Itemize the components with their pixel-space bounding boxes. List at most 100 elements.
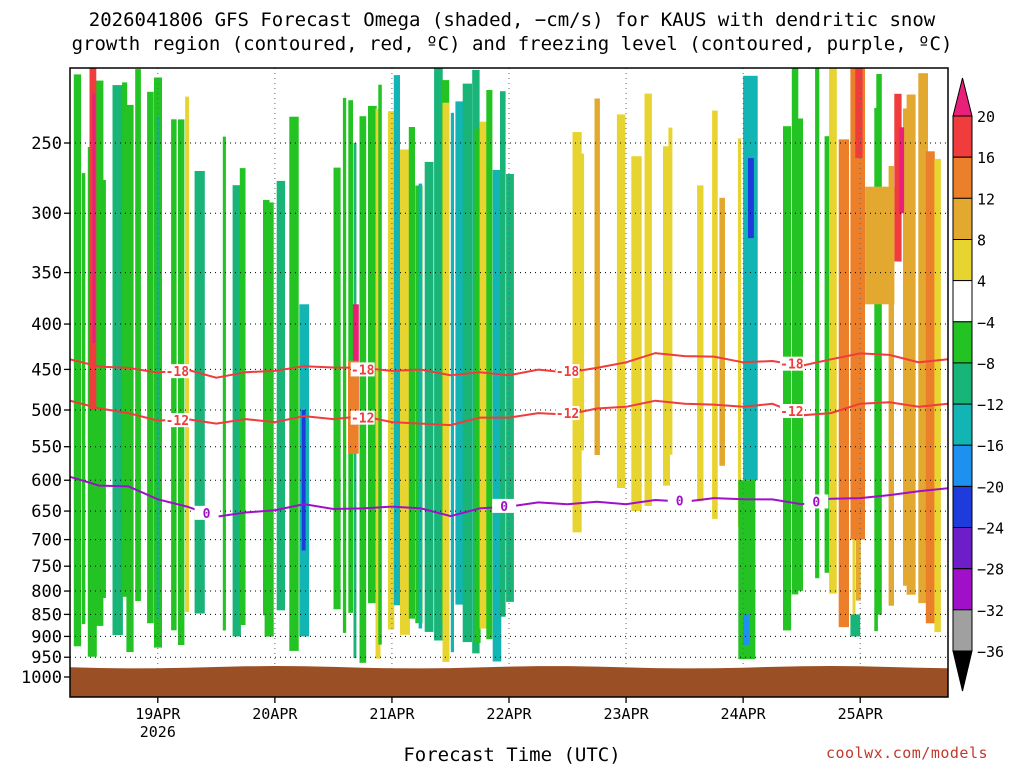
colorbar-swatch xyxy=(952,527,973,570)
omega-cell xyxy=(232,185,241,637)
colorbar-swatch xyxy=(952,197,973,241)
colorbar-swatch xyxy=(952,115,973,158)
colorbar-swatch xyxy=(952,280,973,323)
x-tick-label: 21APR xyxy=(369,705,415,723)
y-tick-label: 950 xyxy=(31,648,62,668)
omega-cell xyxy=(815,68,820,579)
omega-cell xyxy=(888,166,894,606)
contour-label: -18 xyxy=(780,358,804,373)
omega-cell xyxy=(102,179,106,598)
x-tick-label: 20APR xyxy=(252,705,298,723)
contour-label-bg xyxy=(555,406,580,421)
colorbar-swatch xyxy=(952,609,973,652)
omega-cell xyxy=(644,93,652,506)
y-tick-label: 900 xyxy=(31,627,62,647)
omega-cell xyxy=(455,101,465,605)
omega-cell xyxy=(333,167,341,610)
contour-label-bg xyxy=(492,498,517,513)
colorbar-swatch xyxy=(952,362,973,405)
omega-cell xyxy=(838,139,849,628)
omega-cell xyxy=(631,156,642,511)
omega-feature xyxy=(865,186,895,305)
colorbar-swatch xyxy=(952,485,973,529)
x-tick-sublabel: 2026 xyxy=(140,723,176,741)
omega-cell xyxy=(474,128,481,644)
colorbar-label: 20 xyxy=(977,108,995,126)
omega-cell xyxy=(194,171,205,614)
omega-cell xyxy=(663,146,670,486)
omega-cell xyxy=(264,202,274,637)
contour-label: -18 xyxy=(556,365,580,380)
omega-cell xyxy=(824,136,834,573)
x-tick-label: 22APR xyxy=(486,705,532,723)
omega-cell xyxy=(934,158,941,633)
omega-feature xyxy=(850,614,861,637)
omega-feature xyxy=(92,93,96,343)
ground-surface xyxy=(70,666,948,697)
omega-cell xyxy=(486,90,493,640)
omega-cell xyxy=(375,108,381,659)
omega-cell xyxy=(829,68,837,594)
omega-feature xyxy=(348,360,359,454)
x-axis-title: Forecast Time (UTC) xyxy=(403,744,621,766)
omega-cell xyxy=(492,169,502,662)
omega-feature xyxy=(743,614,750,645)
omega-colorbar: 20 16 12 8 4 −4 −8 −12 −16 −20 −24 −28 −32 −36 xyxy=(952,77,1004,692)
y-tick-label: 300 xyxy=(31,204,62,224)
omega-cell xyxy=(147,91,154,624)
omega-cell xyxy=(575,153,585,451)
omega-cell xyxy=(222,136,226,631)
omega-cell xyxy=(712,110,718,519)
omega-cell xyxy=(462,83,473,643)
omega-cell xyxy=(126,104,134,652)
omega-cell xyxy=(434,68,443,641)
x-tick-label: 19APR xyxy=(135,705,181,723)
omega-cell xyxy=(400,149,410,635)
omega-cell xyxy=(791,68,799,595)
omega-cell xyxy=(616,114,626,489)
y-tick-label: 500 xyxy=(31,401,62,421)
contour-label: -12 xyxy=(780,405,803,420)
colorbar-label: −24 xyxy=(977,520,1004,538)
credit-link[interactable]: coolwx.com/models xyxy=(826,744,989,762)
colorbar-label: −12 xyxy=(977,396,1004,414)
omega-cell xyxy=(737,138,742,527)
omega-cell xyxy=(442,102,450,662)
omega-cell xyxy=(594,98,600,455)
omega-feature xyxy=(850,68,865,540)
colorbar-label: −8 xyxy=(977,355,995,373)
omega-cell xyxy=(359,116,367,663)
colorbar-swatch xyxy=(952,321,973,364)
omega-cell xyxy=(668,127,673,455)
omega-cell xyxy=(289,116,299,651)
colorbar-swatch xyxy=(952,444,973,487)
omega-feature xyxy=(899,127,905,214)
y-tick-label: 1000 xyxy=(21,668,62,688)
omega-feature xyxy=(894,93,902,262)
omega-cell xyxy=(393,75,400,606)
colorbar-swatch xyxy=(952,403,973,446)
y-tick-label: 650 xyxy=(31,502,62,522)
colorbar-label: 8 xyxy=(977,231,986,249)
omega-cell xyxy=(479,121,489,629)
colorbar-top-triangle xyxy=(952,77,973,117)
contour-label-bg xyxy=(165,413,190,428)
contour-label: 0 xyxy=(676,494,684,509)
colorbar-label: −4 xyxy=(977,314,995,332)
omega-feature xyxy=(301,410,306,551)
omega-feature xyxy=(743,75,758,481)
omega-cell xyxy=(178,119,185,645)
y-tick-label: 400 xyxy=(31,315,62,335)
omega-cell xyxy=(925,151,935,624)
omega-cell xyxy=(81,173,86,625)
y-tick-label: 550 xyxy=(31,438,62,458)
omega-cell xyxy=(185,96,190,613)
contour-label: 0 xyxy=(812,495,820,510)
contour-label: -12 xyxy=(556,407,579,422)
colorbar-label: 4 xyxy=(977,273,986,291)
y-tick-label: 250 xyxy=(31,134,62,154)
omega-feature xyxy=(855,68,863,159)
contour-label-bg xyxy=(555,364,580,379)
omega-cell xyxy=(342,97,347,633)
